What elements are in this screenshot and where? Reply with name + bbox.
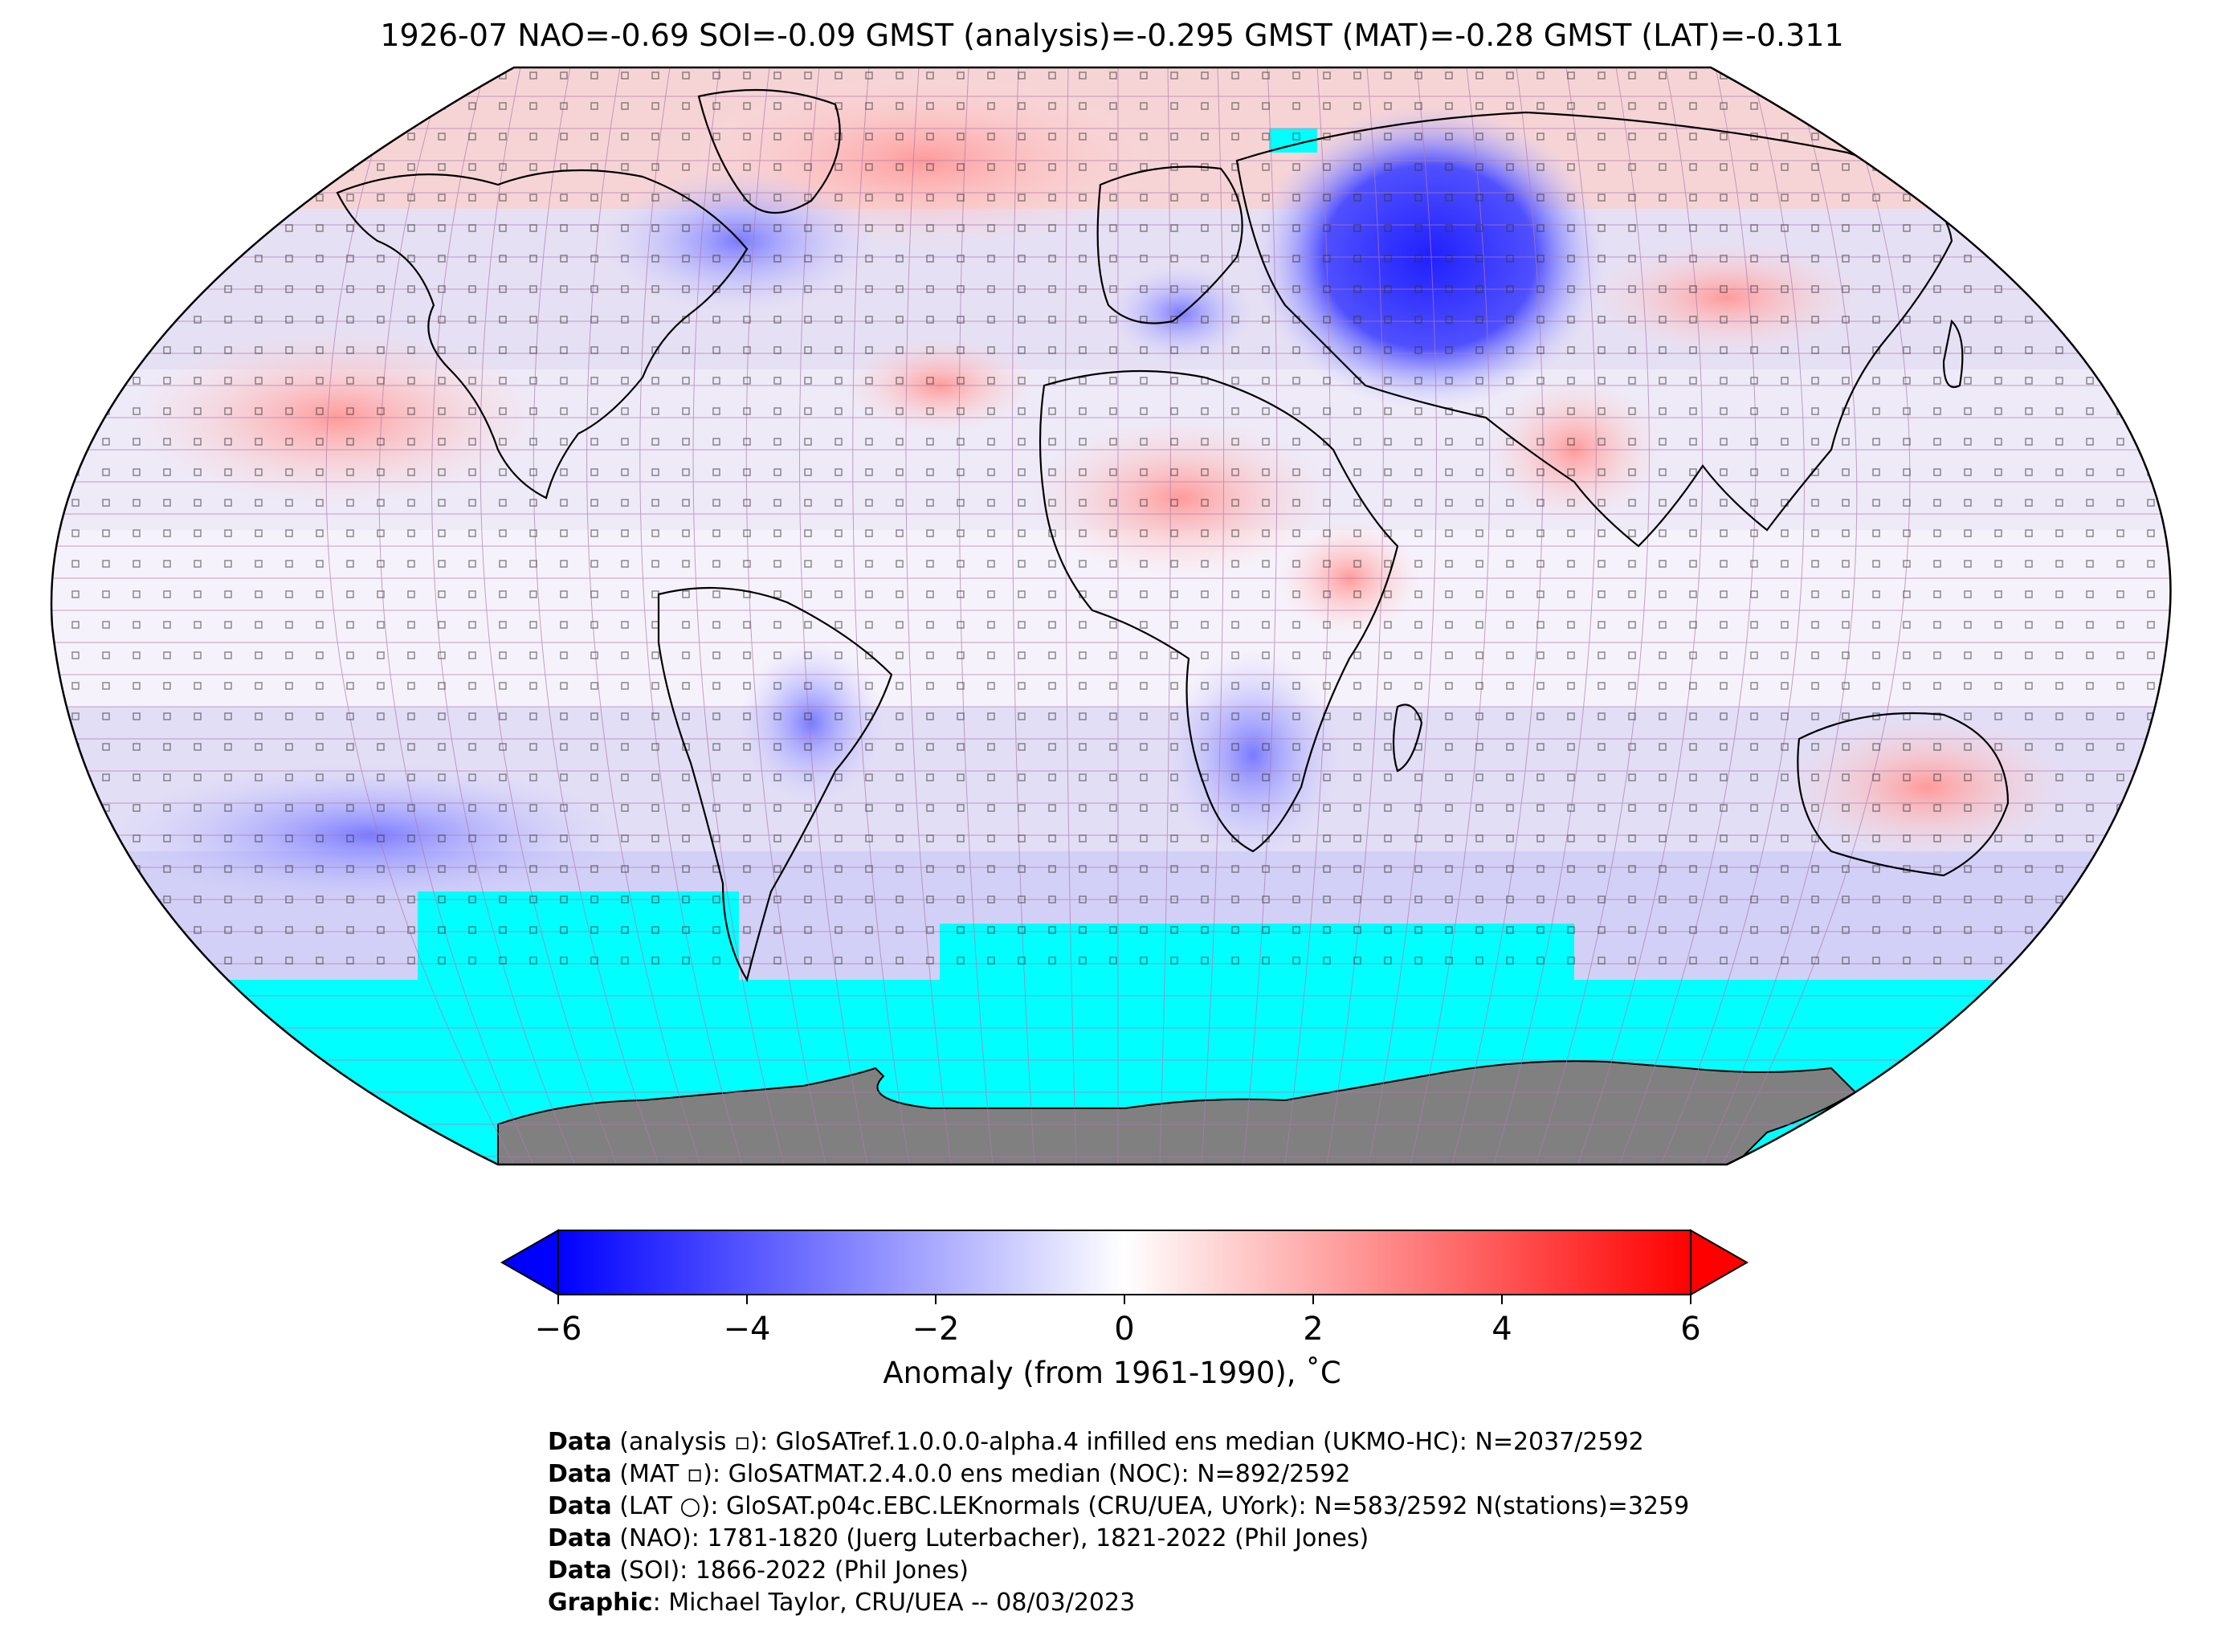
colorbar-extend-high bbox=[1690, 1229, 1749, 1296]
colorbar-tick-label: 0 bbox=[1114, 1311, 1134, 1348]
coastlines bbox=[336, 88, 2010, 982]
colorbar-tick-label: 6 bbox=[1680, 1311, 1700, 1348]
colorbar-gradient bbox=[557, 1230, 1691, 1295]
colorbar-ticks: −6 −4 −2 0 2 4 6 bbox=[535, 1295, 1701, 1348]
chart-title: 1926-07 NAO=-0.69 SOI=-0.09 GMST (analys… bbox=[380, 18, 1844, 53]
colorbar-label: Anomaly (from 1961-1990), ˚C bbox=[883, 1356, 1341, 1390]
anomaly-map bbox=[50, 66, 2172, 1166]
japan-outline bbox=[1942, 319, 1964, 388]
colorbar-tick-label: −6 bbox=[535, 1311, 582, 1348]
credit-soi: Data (SOI): 1866-2022 (Phil Jones) bbox=[548, 1556, 969, 1585]
credits-block: Data (analysis ▫): GloSATref.1.0.0.0-alp… bbox=[548, 1426, 1689, 1619]
station-markers bbox=[51, 67, 2171, 980]
colorbar-tick-label: −4 bbox=[724, 1311, 771, 1348]
colorbar-extend-low bbox=[500, 1229, 559, 1296]
north-america-outline bbox=[336, 169, 749, 500]
colorbar: −6 −4 −2 0 2 4 6 bbox=[500, 1229, 1749, 1348]
greenland-outline bbox=[697, 88, 841, 214]
credit-lat: Data (LAT ○): GloSAT.p04c.EBC.LEKnormals… bbox=[548, 1492, 1690, 1520]
colorbar-tick-label: 4 bbox=[1492, 1311, 1512, 1348]
madagascar-outline bbox=[1392, 704, 1423, 773]
credit-nao: Data (NAO): 1781-1820 (Juerg Luterbacher… bbox=[548, 1524, 1369, 1552]
credit-analysis: Data (analysis ▫): GloSATref.1.0.0.0-alp… bbox=[548, 1428, 1644, 1456]
africa-outline bbox=[1039, 369, 1399, 853]
antarctica-landmass bbox=[497, 1060, 1857, 1165]
colorbar-tick-label: 2 bbox=[1303, 1311, 1323, 1348]
credit-mat: Data (MAT ▫): GloSATMAT.2.4.0.0 ens medi… bbox=[548, 1460, 1351, 1488]
credit-graphic: Graphic: Michael Taylor, CRU/UEA -- 08/0… bbox=[548, 1589, 1136, 1617]
south-america-outline bbox=[657, 586, 893, 982]
australia-outline bbox=[1797, 712, 2010, 877]
colorbar-tick-label: −2 bbox=[912, 1311, 960, 1348]
europe-outline bbox=[1096, 165, 1243, 324]
asia-outline bbox=[1235, 111, 1953, 548]
